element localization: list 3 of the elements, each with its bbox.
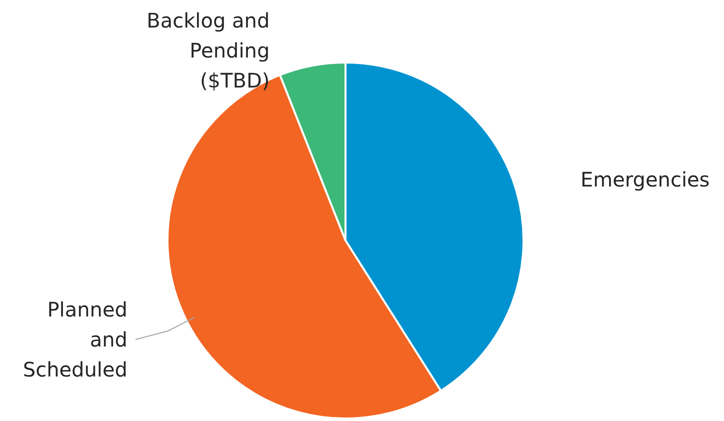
slice-label: Planned and Scheduled [22, 297, 128, 382]
slice-label: Emergencies [580, 168, 710, 192]
slice-label: Backlog and Pending ($TBD) [146, 8, 270, 92]
